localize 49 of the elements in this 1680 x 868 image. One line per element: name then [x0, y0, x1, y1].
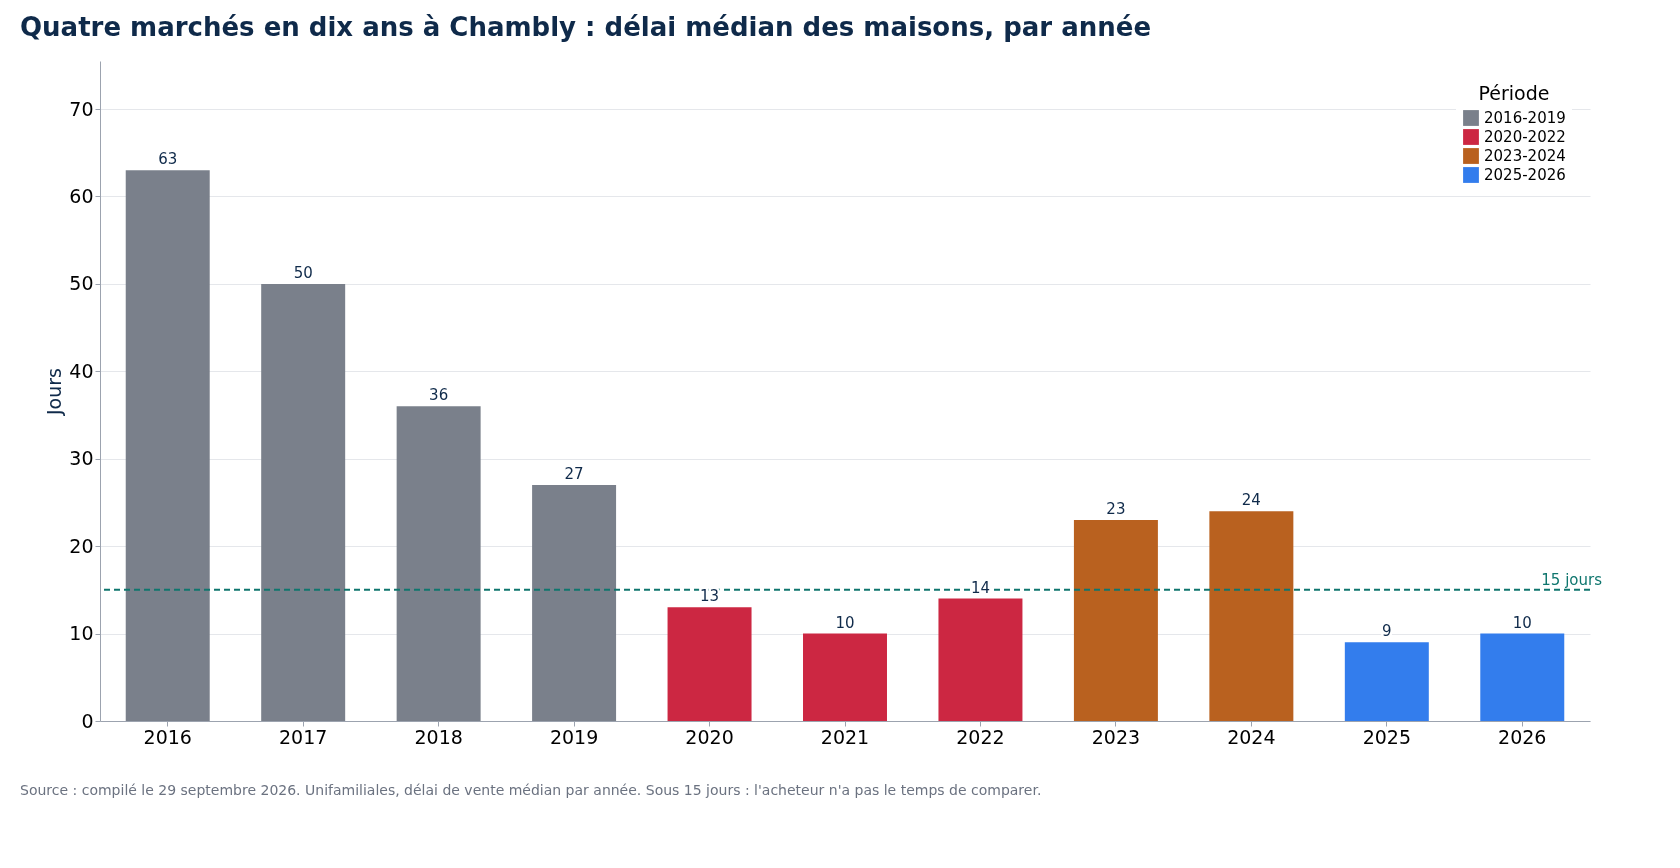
- x-tick-label: 2024: [1227, 725, 1276, 748]
- x-tick-label: 2018: [414, 725, 463, 748]
- data-label: 13: [700, 587, 720, 606]
- source-note: Source : compilé le 29 septembre 2026. Unifamiliales, délai de vente médian par année. Sous 15 jours : l'acheteur n'a pas le temps de comparer.: [20, 782, 1042, 798]
- data-label: 10: [835, 613, 855, 632]
- chart-title: Quatre marchés en dix ans à Chambly : délai médian des maisons, par année: [20, 12, 1152, 42]
- data-label: 9: [1382, 622, 1392, 641]
- y-tick-label: 50: [69, 272, 94, 295]
- x-tick-label: 2020: [685, 725, 734, 748]
- x-tick-label: 2026: [1498, 725, 1547, 748]
- y-tick-label: 40: [69, 359, 94, 382]
- legend-label: 2020-2022: [1484, 128, 1566, 146]
- x-tick-label: 2021: [820, 725, 870, 748]
- x-tick-label: 2019: [549, 725, 599, 748]
- y-tick-label: 30: [69, 447, 94, 470]
- legend-label: 2023-2024: [1484, 147, 1566, 165]
- bar: [1209, 511, 1294, 721]
- y-tick-label: 20: [69, 534, 94, 557]
- legend-title: Période: [1478, 82, 1550, 104]
- legend-label: 2016-2019: [1484, 109, 1566, 127]
- bar: [125, 170, 210, 721]
- data-label: 63: [158, 150, 178, 169]
- bar: [803, 633, 887, 721]
- data-label: 23: [1106, 499, 1126, 518]
- y-tick-label: 10: [69, 622, 94, 645]
- bar: [667, 607, 752, 721]
- data-label: 50: [293, 263, 313, 282]
- bar: [1480, 633, 1565, 721]
- x-tick-label: 2022: [956, 725, 1005, 748]
- bar: [261, 283, 346, 721]
- ref-line-label: 15 jours: [1541, 570, 1603, 589]
- bar: [938, 598, 1023, 721]
- legend-label: 2025-2026: [1484, 166, 1566, 184]
- data-label: 36: [429, 386, 449, 405]
- x-tick-label: 2025: [1362, 725, 1411, 748]
- x-tick-label: 2016: [143, 725, 192, 748]
- bar: [532, 484, 617, 721]
- bar: [396, 406, 481, 721]
- y-tick-label: 0: [81, 709, 94, 732]
- x-tick-label: 2017: [279, 725, 328, 748]
- data-label: 27: [564, 464, 584, 483]
- y-tick-label: 70: [69, 97, 94, 120]
- data-label: 10: [1512, 613, 1532, 632]
- bar: [1344, 642, 1429, 721]
- x-tick-label: 2023: [1091, 725, 1141, 748]
- y-axis-title: Jours: [43, 368, 66, 416]
- bar: [1073, 519, 1158, 721]
- data-label: 24: [1241, 491, 1261, 510]
- y-tick-label: 60: [69, 185, 94, 207]
